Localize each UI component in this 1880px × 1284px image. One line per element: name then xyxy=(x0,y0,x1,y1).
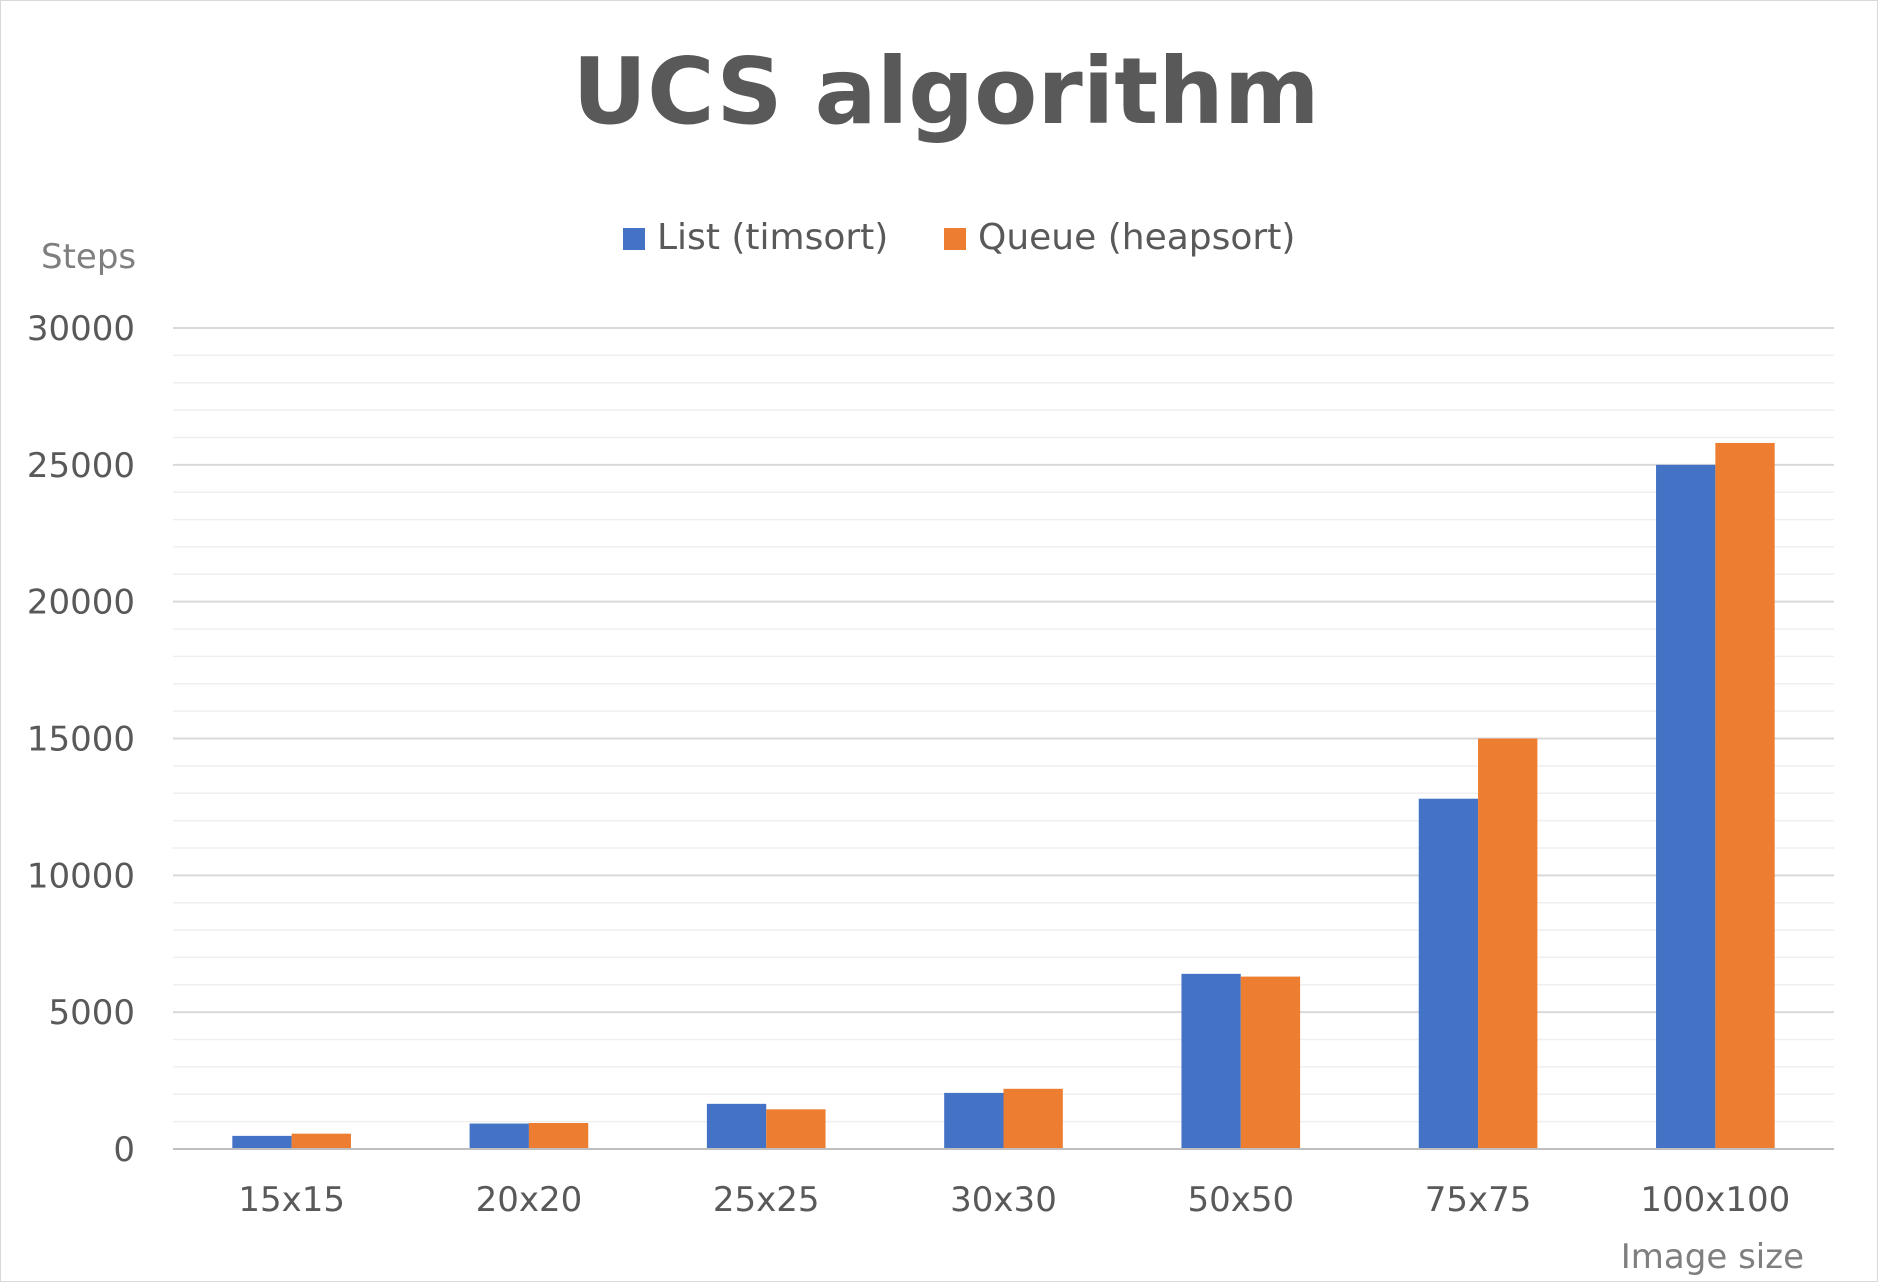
gridlines xyxy=(173,327,1834,1123)
bar-list-20x20 xyxy=(469,1123,529,1149)
bar-list-15x15 xyxy=(232,1135,292,1149)
y-tick-label: 30000 xyxy=(27,309,135,349)
y-tick-label: 15000 xyxy=(27,720,135,760)
x-tick-label: 20x20 xyxy=(476,1180,583,1220)
y-tick-label: 5000 xyxy=(48,993,135,1033)
bar-list-100x100 xyxy=(1656,464,1716,1149)
y-tick-label: 0 xyxy=(113,1130,135,1170)
bar-list-30x30 xyxy=(944,1092,1004,1149)
x-tick-labels: 15x15 20x20 25x25 30x30 50x50 75x75 100x100 xyxy=(238,1180,1790,1220)
x-tick-label: 25x25 xyxy=(713,1180,820,1220)
legend-swatch xyxy=(944,228,966,250)
bar-queue-30x30 xyxy=(1003,1088,1063,1149)
bars xyxy=(232,442,1775,1149)
bar-queue-15x15 xyxy=(291,1133,351,1149)
bar-list-25x25 xyxy=(706,1103,767,1149)
y-axis-label: Steps xyxy=(41,237,136,277)
bar-list-75x75 xyxy=(1418,798,1479,1149)
legend-swatch xyxy=(623,228,645,250)
bar-queue-50x50 xyxy=(1240,976,1301,1149)
x-tick-label: 15x15 xyxy=(238,1180,345,1220)
x-tick-label: 75x75 xyxy=(1425,1180,1532,1220)
x-axis-label: Image size xyxy=(1621,1237,1804,1277)
bar-queue-25x25 xyxy=(766,1109,826,1149)
bar-queue-100x100 xyxy=(1715,442,1775,1149)
bar-list-50x50 xyxy=(1181,973,1241,1149)
legend-label: List (timsort) xyxy=(657,217,888,258)
y-tick-label: 20000 xyxy=(27,583,135,623)
x-tick-label: 100x100 xyxy=(1640,1180,1790,1220)
bar-queue-20x20 xyxy=(528,1123,589,1149)
y-tick-labels: 0 5000 10000 15000 20000 25000 30000 xyxy=(27,309,135,1170)
y-tick-label: 25000 xyxy=(27,446,135,486)
bar-queue-75x75 xyxy=(1478,738,1538,1149)
y-tick-label: 10000 xyxy=(27,856,135,896)
chart-title: UCS algorithm xyxy=(572,38,1319,145)
legend: List (timsort) Queue (heapsort) xyxy=(623,217,1295,258)
x-tick-label: 50x50 xyxy=(1187,1180,1294,1220)
legend-label: Queue (heapsort) xyxy=(978,217,1295,258)
x-tick-label: 30x30 xyxy=(950,1180,1057,1220)
